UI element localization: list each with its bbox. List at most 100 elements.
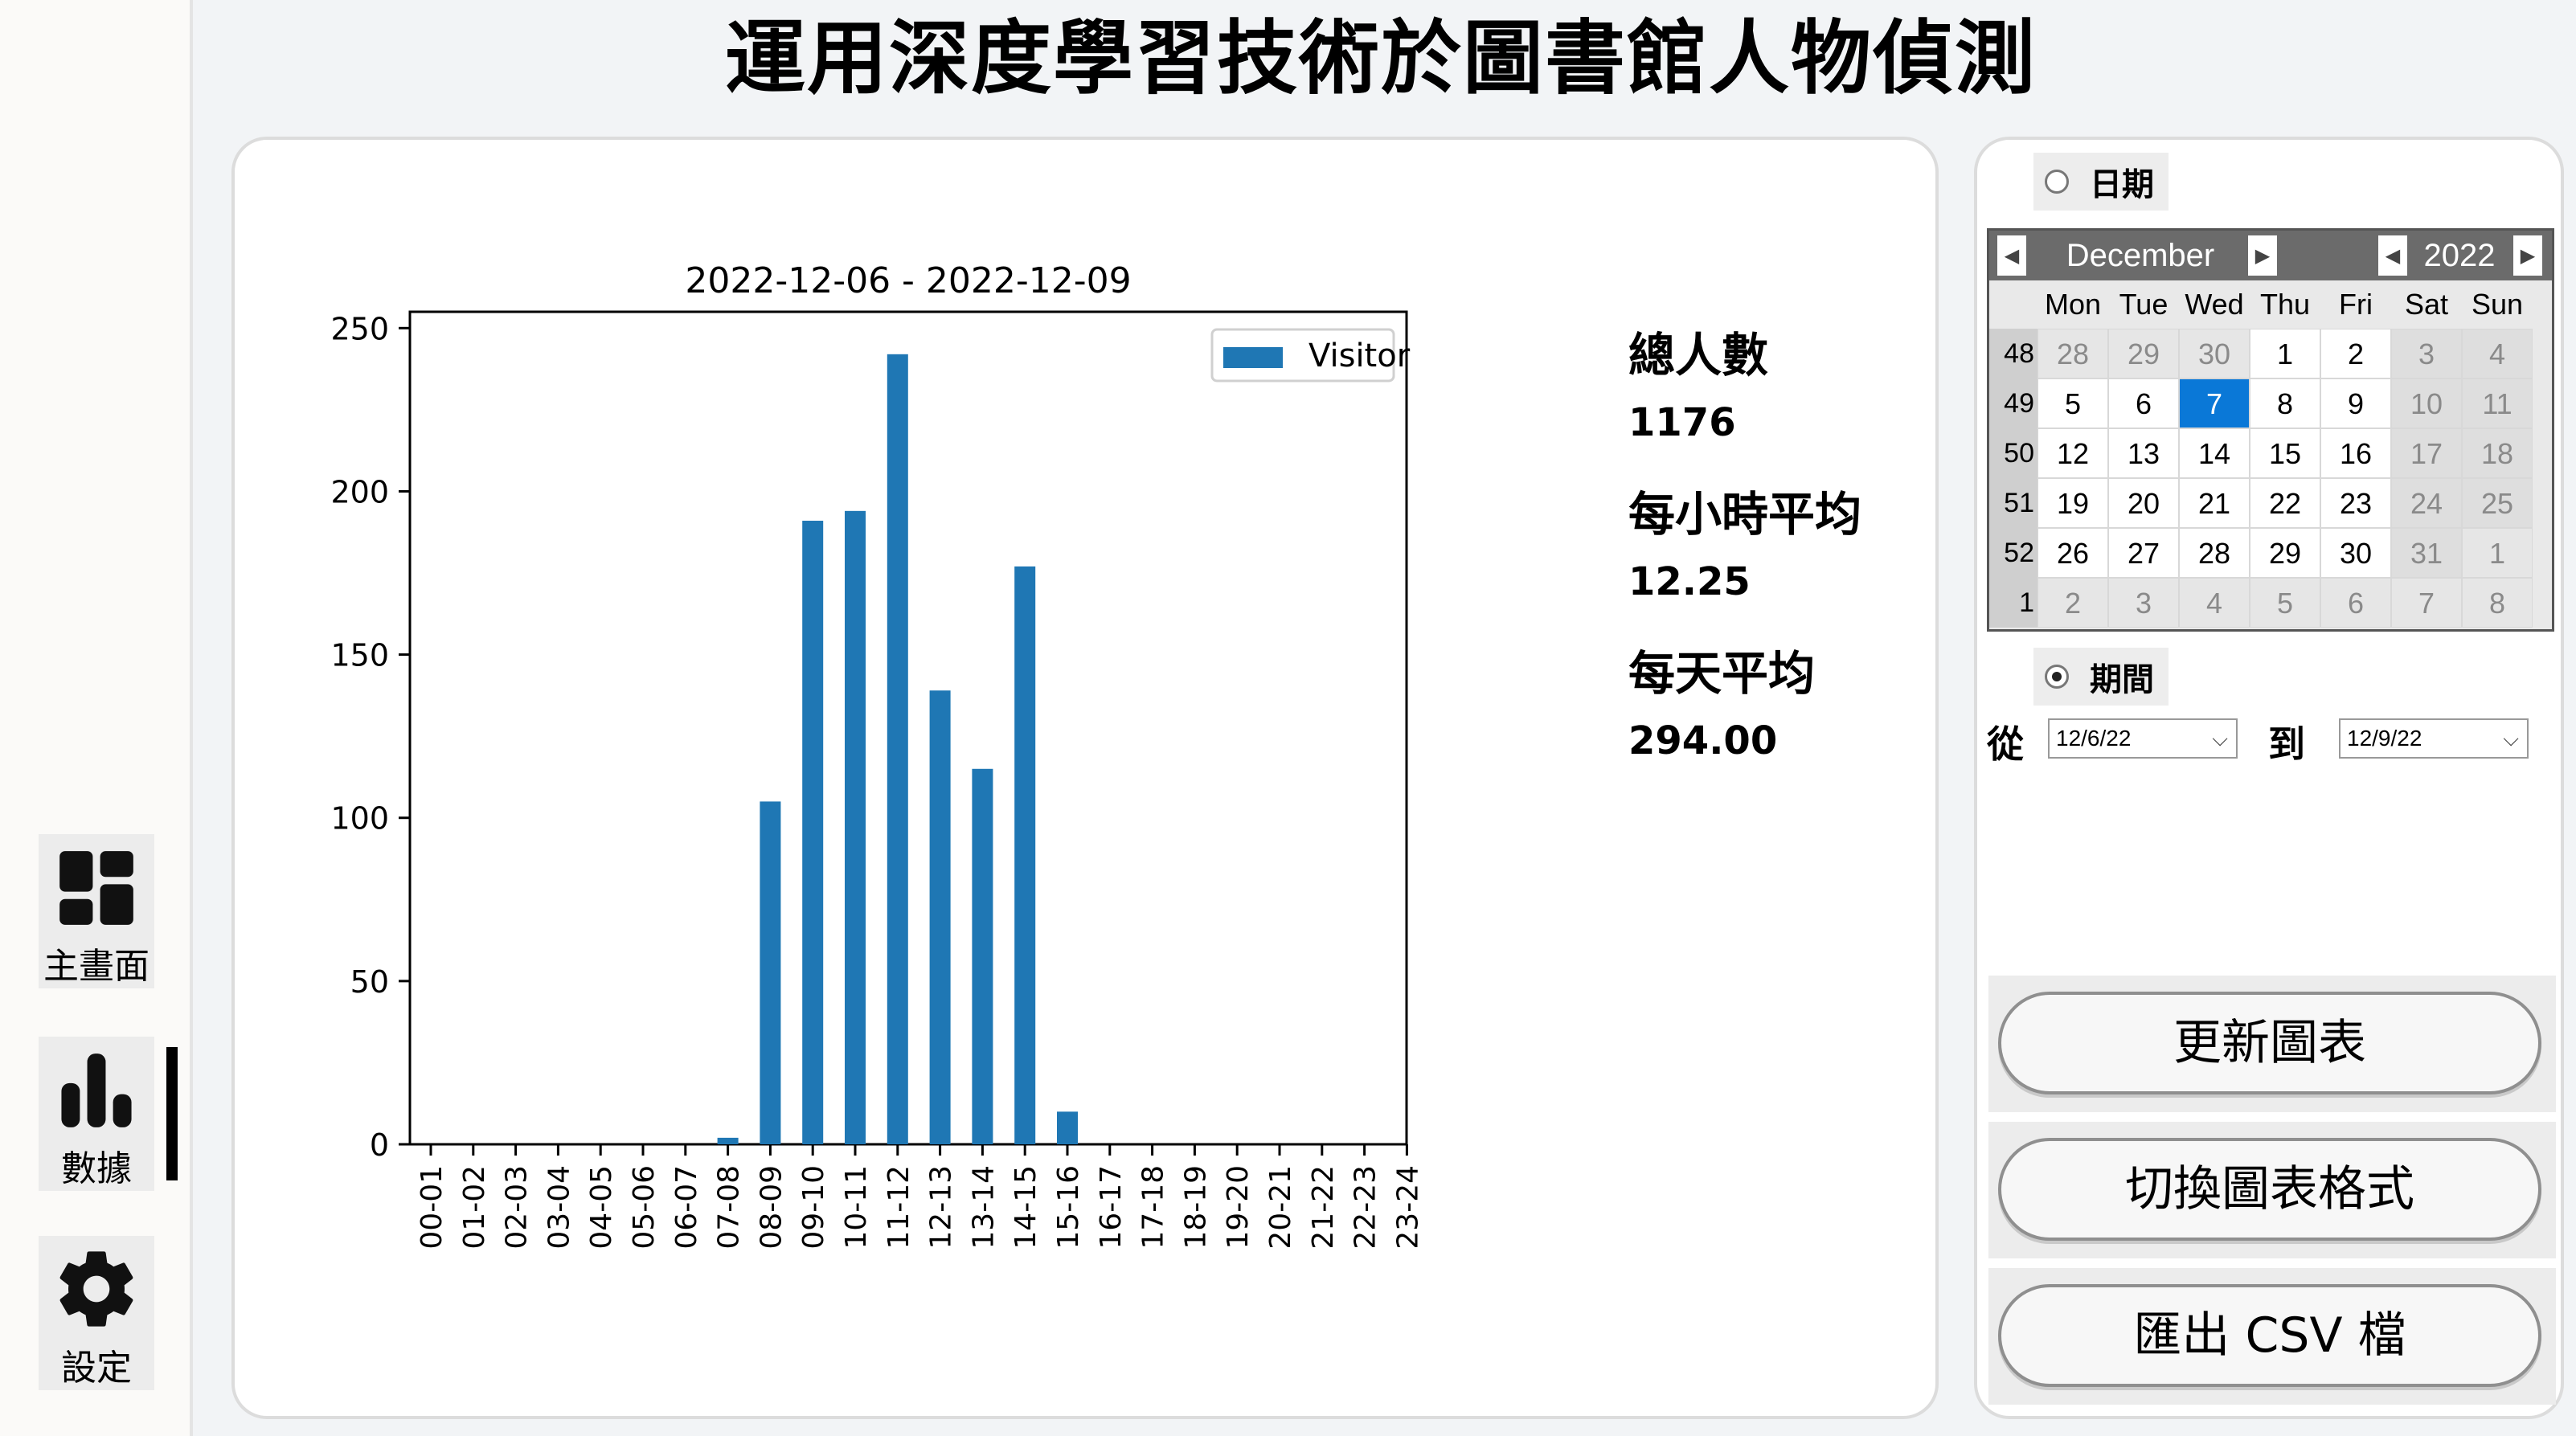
date-panel: 日期 ◀ December ▶ ◀ 2022 ▶ Mon Tue Wed Thu Fri… — [1974, 137, 2564, 1419]
switch-format-wrap: 切換圖表格式 — [1988, 1122, 2556, 1258]
calendar-day[interactable]: 17 — [2391, 428, 2462, 478]
sidebar-item-settings[interactable]: 設定 — [39, 1236, 154, 1390]
legend-label: Visitor — [1308, 338, 1411, 374]
calendar-day[interactable]: 18 — [2462, 428, 2533, 478]
x-tick-label: 19-20 — [1222, 1165, 1255, 1250]
x-tick-label: 23-24 — [1391, 1165, 1424, 1250]
calendar-day[interactable]: 5 — [2037, 378, 2108, 428]
calendar-day[interactable]: 30 — [2179, 329, 2250, 378]
sidebar-item-home[interactable]: 主畫面 — [39, 834, 154, 988]
calendar-day[interactable]: 26 — [2037, 528, 2108, 578]
bar-chart: 2022-12-06 - 2022-12-09 0 50 100 150 200 250 00… — [330, 260, 1424, 1250]
calendar-day[interactable]: 7 — [2391, 578, 2462, 628]
calendar-month[interactable]: December — [2066, 238, 2215, 273]
calendar-day[interactable]: 21 — [2179, 478, 2250, 528]
calendar-day[interactable]: 12 — [2037, 428, 2108, 478]
x-tick-label: 01-02 — [458, 1165, 491, 1250]
to-date-value: 12/9/22 — [2347, 726, 2422, 751]
calendar-day[interactable]: 28 — [2179, 528, 2250, 578]
calendar-day[interactable]: 9 — [2320, 378, 2391, 428]
calendar-day[interactable]: 20 — [2108, 478, 2179, 528]
week-number: 1 — [1989, 578, 2037, 628]
chart-title: 2022-12-06 - 2022-12-09 — [685, 260, 1131, 301]
bar — [1014, 566, 1036, 1144]
x-tick-label: 16-17 — [1095, 1165, 1128, 1250]
calendar-day[interactable]: 27 — [2108, 528, 2179, 578]
sidebar-item-label: 設定 — [61, 1348, 132, 1389]
next-month-button[interactable]: ▶ — [2248, 235, 2277, 276]
x-tick-label: 18-19 — [1179, 1165, 1212, 1250]
gear-icon — [59, 1251, 133, 1327]
calendar-year[interactable]: 2022 — [2423, 238, 2496, 273]
bar — [802, 521, 824, 1144]
day-of-week-label: Mon — [2044, 288, 2102, 321]
export-csv-button[interactable]: 匯出 CSV 檔 — [1998, 1284, 2541, 1387]
calendar-day[interactable]: 2 — [2320, 329, 2391, 378]
period-mode-radio[interactable]: 期間 — [2033, 648, 2169, 706]
update-chart-button[interactable]: 更新圖表 — [1998, 992, 2541, 1094]
calendar-day[interactable]: 22 — [2250, 478, 2320, 528]
date-mode-radio[interactable]: 日期 — [2033, 153, 2169, 211]
week-number: 50 — [1989, 428, 2037, 478]
calendar-day[interactable]: 3 — [2391, 329, 2462, 378]
prev-month-button[interactable]: ◀ — [1997, 235, 2026, 276]
calendar-day[interactable]: 13 — [2108, 428, 2179, 478]
switch-chart-format-button[interactable]: 切換圖表格式 — [1998, 1138, 2541, 1241]
calendar-day[interactable]: 24 — [2391, 478, 2462, 528]
calendar-day[interactable]: 4 — [2179, 578, 2250, 628]
bar — [887, 354, 908, 1144]
from-date-picker[interactable]: 12/6/22 ⌵ — [2048, 718, 2238, 759]
calendar-day[interactable]: 2 — [2037, 578, 2108, 628]
x-tick-label: 02-03 — [501, 1165, 534, 1250]
next-year-button[interactable]: ▶ — [2513, 235, 2542, 276]
calendar-day[interactable]: 8 — [2250, 378, 2320, 428]
to-label: 到 — [2268, 722, 2305, 766]
x-tick-label: 12-13 — [925, 1165, 958, 1250]
calendar-day[interactable]: 15 — [2250, 428, 2320, 478]
calendar-day[interactable]: 11 — [2462, 378, 2533, 428]
to-date-picker[interactable]: 12/9/22 ⌵ — [2339, 718, 2529, 759]
calendar-day[interactable]: 14 — [2179, 428, 2250, 478]
calendar-day[interactable]: 1 — [2250, 329, 2320, 378]
prev-year-button[interactable]: ◀ — [2378, 235, 2407, 276]
calendar-day[interactable]: 16 — [2320, 428, 2391, 478]
calendar-day[interactable]: 5 — [2250, 578, 2320, 628]
calendar-day[interactable]: 4 — [2462, 329, 2533, 378]
calendar-day[interactable]: 10 — [2391, 378, 2462, 428]
calendar-day[interactable]: 7 — [2179, 378, 2250, 428]
legend-swatch — [1223, 347, 1283, 368]
calendar-day[interactable]: 30 — [2320, 528, 2391, 578]
week-number: 51 — [1989, 478, 2037, 528]
sidebar-item-label: 數據 — [61, 1148, 132, 1189]
calendar-day[interactable]: 6 — [2108, 378, 2179, 428]
x-tick-label: 00-01 — [416, 1165, 448, 1250]
update-chart-wrap: 更新圖表 — [1988, 976, 2556, 1112]
total-value: 1176 — [1628, 400, 1736, 445]
sidebar-item-data[interactable]: 數據 — [39, 1037, 154, 1191]
calendar-day[interactable]: 8 — [2462, 578, 2533, 628]
y-tick-label: 150 — [330, 638, 389, 673]
calendar-day[interactable]: 29 — [2108, 329, 2179, 378]
day-of-week-label: Tue — [2119, 288, 2169, 321]
x-tick-label: 15-16 — [1052, 1165, 1085, 1250]
calendar-day[interactable]: 25 — [2462, 478, 2533, 528]
x-tick-label: 04-05 — [585, 1165, 618, 1250]
total-label: 總人數 — [1628, 328, 1769, 383]
day-of-week-label: Sun — [2471, 288, 2524, 321]
calendar-day[interactable]: 3 — [2108, 578, 2179, 628]
calendar-day[interactable]: 29 — [2250, 528, 2320, 578]
plot-frame — [408, 310, 1408, 1146]
calendar-day[interactable]: 6 — [2320, 578, 2391, 628]
calendar-day[interactable]: 23 — [2320, 478, 2391, 528]
calendar-day[interactable]: 28 — [2037, 329, 2108, 378]
export-csv-wrap: 匯出 CSV 檔 — [1988, 1268, 2556, 1405]
from-label: 從 — [1987, 722, 2024, 766]
calendar-day[interactable]: 1 — [2462, 528, 2533, 578]
calendar-day[interactable]: 19 — [2037, 478, 2108, 528]
y-tick-label: 100 — [330, 801, 389, 837]
x-tick-label: 10-11 — [840, 1165, 873, 1250]
dashboard-icon — [59, 851, 133, 925]
calendar-day[interactable]: 31 — [2391, 528, 2462, 578]
x-tick-label: 17-18 — [1137, 1165, 1170, 1250]
x-tick-label: 05-06 — [628, 1165, 661, 1250]
